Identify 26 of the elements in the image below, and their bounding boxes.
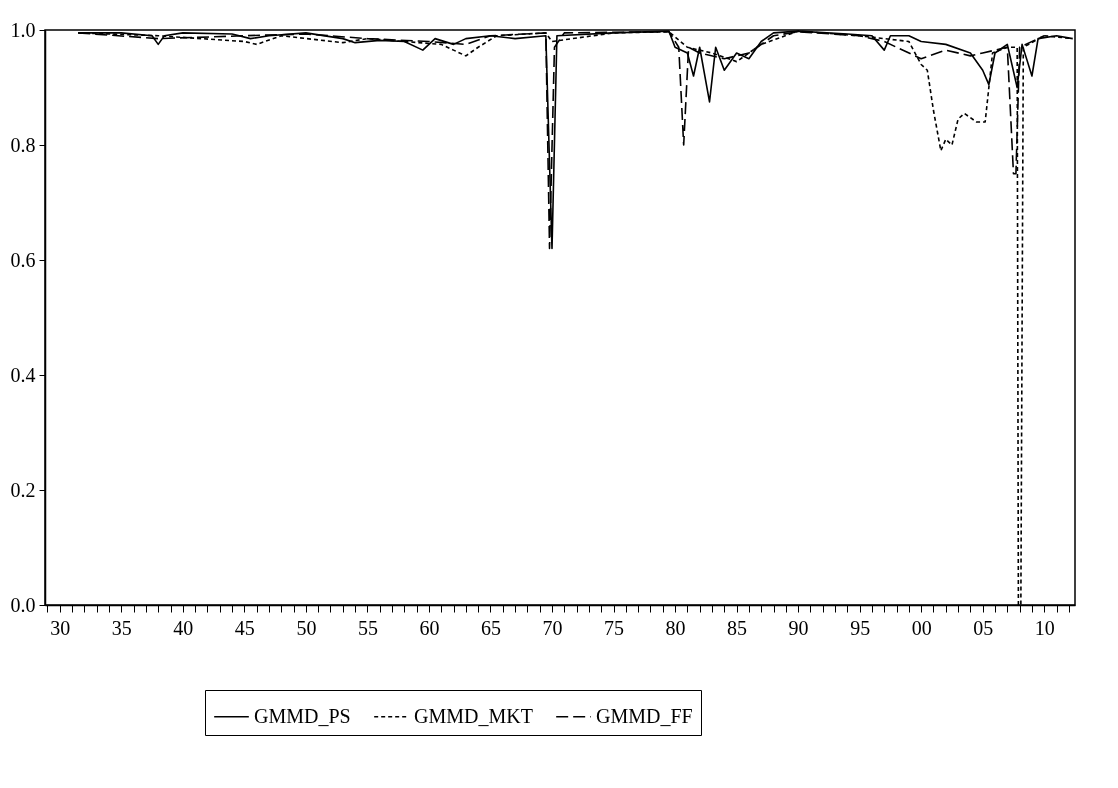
y-tick-label: 0.0 (10, 593, 36, 616)
x-tick-label: 45 (234, 616, 255, 639)
y-tick-label: 0.8 (10, 133, 36, 156)
x-tick-label: 55 (357, 616, 378, 639)
y-tick-label: 0.6 (10, 248, 36, 271)
x-tick-label: 10 (1034, 616, 1055, 639)
x-tick-label: 35 (111, 616, 132, 639)
x-tick-label: 80 (665, 616, 686, 639)
y-tick-label: 1.0 (10, 18, 36, 41)
x-tick-label: 50 (296, 616, 317, 639)
x-tick-label: 95 (850, 616, 871, 639)
legend-label: GMMD_PS (254, 704, 351, 727)
x-tick-label: 70 (542, 616, 563, 639)
x-tick-label: 90 (788, 616, 809, 639)
x-tick-label: 05 (973, 616, 994, 639)
x-tick-label: 65 (480, 616, 501, 639)
y-tick-label: 0.4 (10, 363, 36, 386)
legend-label: GMMD_MKT (414, 704, 533, 727)
x-tick-label: 85 (727, 616, 748, 639)
x-tick-label: 40 (173, 616, 194, 639)
x-tick-label: 75 (604, 616, 625, 639)
x-tick-label: 30 (50, 616, 71, 639)
x-tick-label: 00 (911, 616, 932, 639)
x-tick-label: 60 (419, 616, 440, 639)
y-tick-label: 0.2 (10, 478, 36, 501)
legend-label: GMMD_FF (596, 704, 693, 727)
